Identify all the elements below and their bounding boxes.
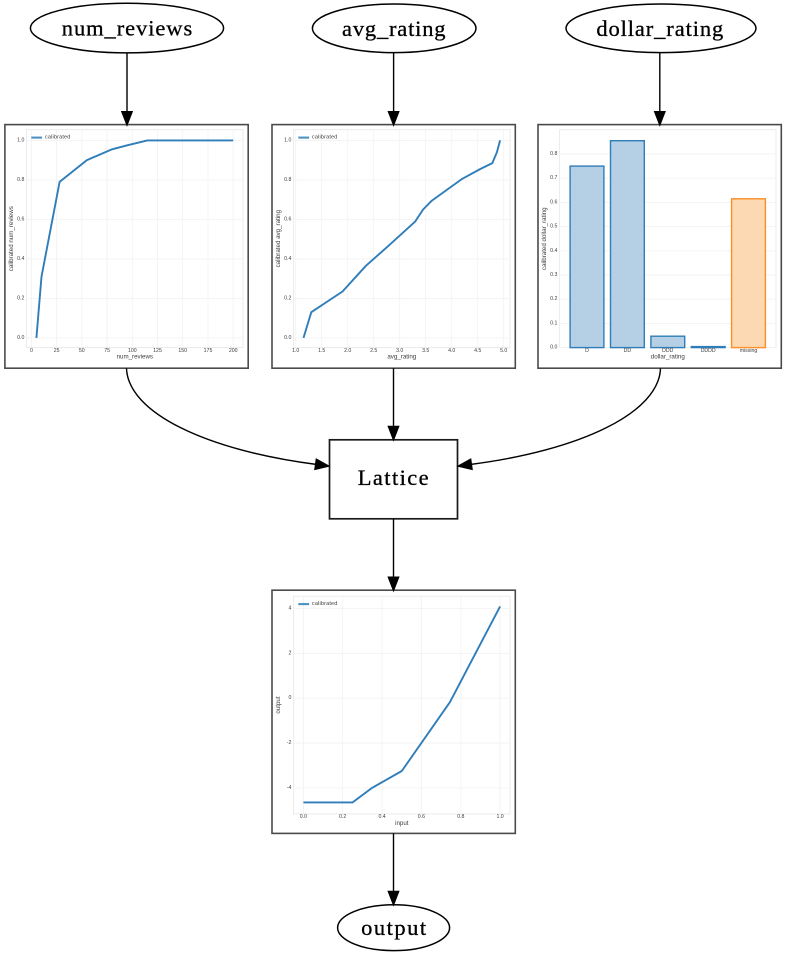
svg-text:D: D <box>585 348 589 354</box>
svg-text:2.5: 2.5 <box>370 348 377 354</box>
svg-text:75: 75 <box>104 348 110 354</box>
svg-text:1.5: 1.5 <box>318 348 325 354</box>
svg-text:2: 2 <box>289 650 292 656</box>
svg-text:0.3: 0.3 <box>550 272 557 278</box>
svg-text:3.5: 3.5 <box>422 348 429 354</box>
svg-text:0: 0 <box>30 348 33 354</box>
svg-text:100: 100 <box>128 348 137 354</box>
svg-text:output: output <box>275 696 282 713</box>
svg-text:125: 125 <box>153 348 162 354</box>
svg-text:25: 25 <box>54 348 60 354</box>
svg-text:0.8: 0.8 <box>284 177 291 183</box>
svg-text:0.6: 0.6 <box>418 814 425 820</box>
svg-text:0.6: 0.6 <box>284 216 291 222</box>
svg-text:dollar_rating: dollar_rating <box>651 354 686 361</box>
svg-text:-4: -4 <box>287 785 292 791</box>
svg-text:avg_rating: avg_rating <box>387 354 416 361</box>
svg-text:1.0: 1.0 <box>17 137 24 143</box>
svg-text:0.2: 0.2 <box>17 295 24 301</box>
svg-text:0.4: 0.4 <box>284 256 291 262</box>
svg-text:1.0: 1.0 <box>496 814 503 820</box>
svg-text:0.8: 0.8 <box>550 151 557 157</box>
svg-text:1.0: 1.0 <box>284 137 291 143</box>
svg-text:0.0: 0.0 <box>300 814 307 820</box>
svg-text:2.0: 2.0 <box>344 348 351 354</box>
svg-text:calibrated dollar_rating: calibrated dollar_rating <box>541 207 548 270</box>
svg-text:0.4: 0.4 <box>17 256 24 262</box>
svg-text:num_reviews: num_reviews <box>62 16 193 41</box>
svg-text:4.5: 4.5 <box>474 348 481 354</box>
svg-text:0.8: 0.8 <box>17 177 24 183</box>
svg-text:DDDD: DDDD <box>701 348 716 354</box>
svg-text:200: 200 <box>229 348 238 354</box>
svg-text:50: 50 <box>79 348 85 354</box>
svg-text:0.5: 0.5 <box>550 224 557 230</box>
svg-text:0.2: 0.2 <box>550 296 557 302</box>
svg-text:-2: -2 <box>287 740 292 746</box>
svg-text:calibrated: calibrated <box>312 135 338 141</box>
svg-text:0.0: 0.0 <box>550 345 557 351</box>
svg-text:0.7: 0.7 <box>550 175 557 181</box>
svg-text:input: input <box>395 820 409 827</box>
svg-text:calibrated avg_rating: calibrated avg_rating <box>275 209 282 267</box>
svg-text:0.2: 0.2 <box>284 295 291 301</box>
svg-text:0.4: 0.4 <box>550 248 557 254</box>
svg-text:missing: missing <box>740 348 758 354</box>
svg-text:Lattice: Lattice <box>358 465 430 490</box>
svg-text:0.4: 0.4 <box>378 814 385 820</box>
svg-text:0.8: 0.8 <box>457 814 464 820</box>
svg-text:avg_rating: avg_rating <box>342 16 446 41</box>
svg-text:0.0: 0.0 <box>284 335 291 341</box>
svg-text:output: output <box>361 915 428 940</box>
svg-text:0.6: 0.6 <box>550 199 557 205</box>
svg-text:3.0: 3.0 <box>396 348 403 354</box>
svg-text:0.6: 0.6 <box>17 216 24 222</box>
svg-text:DDD: DDD <box>662 348 673 354</box>
svg-text:calibrated: calibrated <box>45 135 71 141</box>
svg-text:4.0: 4.0 <box>448 348 455 354</box>
svg-text:num_reviews: num_reviews <box>117 354 153 361</box>
svg-text:150: 150 <box>178 348 187 354</box>
svg-text:0.2: 0.2 <box>339 814 346 820</box>
svg-text:4: 4 <box>289 606 292 612</box>
svg-text:dollar_rating: dollar_rating <box>596 16 724 41</box>
svg-text:5.0: 5.0 <box>500 348 507 354</box>
svg-text:1.0: 1.0 <box>292 348 299 354</box>
svg-text:0.1: 0.1 <box>550 320 557 326</box>
svg-text:DD: DD <box>624 348 632 354</box>
svg-text:175: 175 <box>204 348 213 354</box>
svg-text:calibrated num_reviews: calibrated num_reviews <box>8 206 15 271</box>
svg-text:0.0: 0.0 <box>17 335 24 341</box>
svg-text:0: 0 <box>289 695 292 701</box>
svg-text:calibrated: calibrated <box>312 601 338 607</box>
